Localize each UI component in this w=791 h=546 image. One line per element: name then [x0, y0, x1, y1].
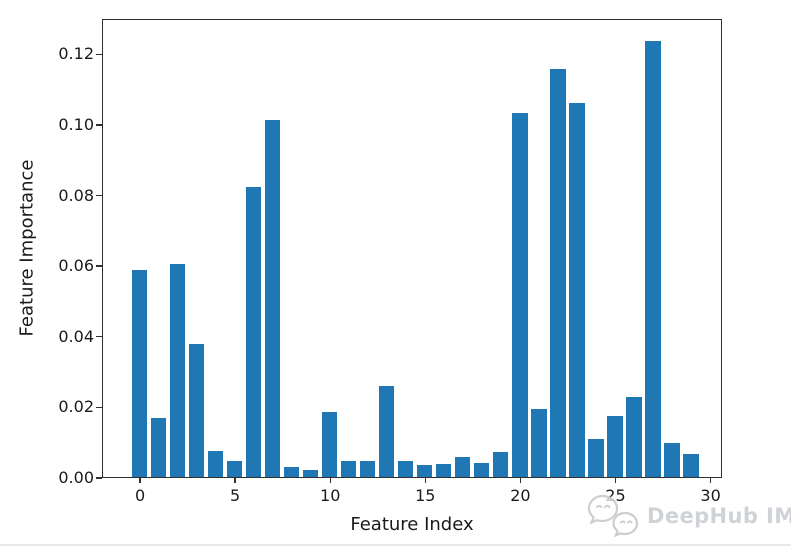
- bar: [150, 418, 167, 477]
- bar: [626, 396, 642, 477]
- x-tick-label: 20: [510, 486, 531, 505]
- y-tick-mark: [96, 194, 102, 197]
- bar: [455, 457, 471, 477]
- bar: [512, 112, 528, 477]
- bar: [607, 415, 623, 477]
- bar: [360, 461, 376, 477]
- bar: [588, 439, 604, 477]
- bar: [664, 443, 680, 477]
- y-tick-mark: [96, 336, 102, 338]
- x-tick-mark: [329, 478, 331, 483]
- bar: [683, 453, 699, 477]
- bar: [341, 460, 357, 477]
- y-tick-label: 0.00: [58, 468, 94, 487]
- y-tick-label: 0.10: [58, 114, 94, 134]
- bar: [169, 264, 186, 477]
- y-tick-mark: [96, 124, 102, 126]
- bar: [417, 464, 433, 477]
- bar: [284, 467, 300, 477]
- x-tick-label: 0: [134, 486, 146, 505]
- bar: [493, 452, 509, 477]
- x-tick-label: 15: [415, 486, 436, 505]
- y-tick-label: 0.02: [58, 397, 94, 417]
- bar: [569, 103, 585, 477]
- y-tick-label: 0.04: [58, 326, 94, 346]
- x-tick-mark: [614, 478, 617, 483]
- bar: [265, 120, 281, 477]
- bar: [379, 385, 395, 477]
- x-tick-mark: [519, 478, 522, 483]
- x-tick-mark: [424, 478, 426, 483]
- bar: [474, 462, 490, 477]
- y-tick-mark: [96, 477, 102, 479]
- bar: [303, 469, 319, 477]
- x-tick-label: 30: [700, 486, 721, 505]
- x-axis-label: Feature Index: [350, 514, 474, 535]
- bar: [188, 343, 205, 477]
- x-tick-mark: [709, 478, 712, 483]
- plot-area: [102, 19, 722, 478]
- y-tick-label: 0.12: [58, 44, 94, 64]
- watermark: DeepHub IMBA: [586, 492, 791, 540]
- chat-bubbles-logo-icon: [586, 493, 640, 539]
- x-tick-mark: [139, 478, 141, 483]
- bar: [246, 186, 262, 477]
- bar: [208, 450, 224, 477]
- x-tick-label: 5: [230, 486, 241, 505]
- bar: [227, 460, 243, 477]
- y-tick-mark: [96, 406, 102, 409]
- y-tick-mark: [96, 53, 102, 55]
- x-tick-mark: [234, 478, 236, 483]
- y-tick-label: 0.06: [58, 256, 94, 276]
- bar: [131, 270, 148, 477]
- y-axis-label: Feature Importance: [16, 159, 38, 337]
- watermark-text: DeepHub IMBA: [647, 504, 791, 528]
- y-tick-mark: [96, 265, 102, 267]
- y-tick-label: 0.08: [58, 185, 94, 205]
- bar: [645, 40, 661, 477]
- bar: [322, 412, 338, 477]
- bar: [398, 461, 414, 477]
- bar: [550, 68, 566, 477]
- bar: [531, 408, 547, 477]
- bar: [436, 463, 452, 477]
- x-tick-label: 10: [320, 486, 341, 505]
